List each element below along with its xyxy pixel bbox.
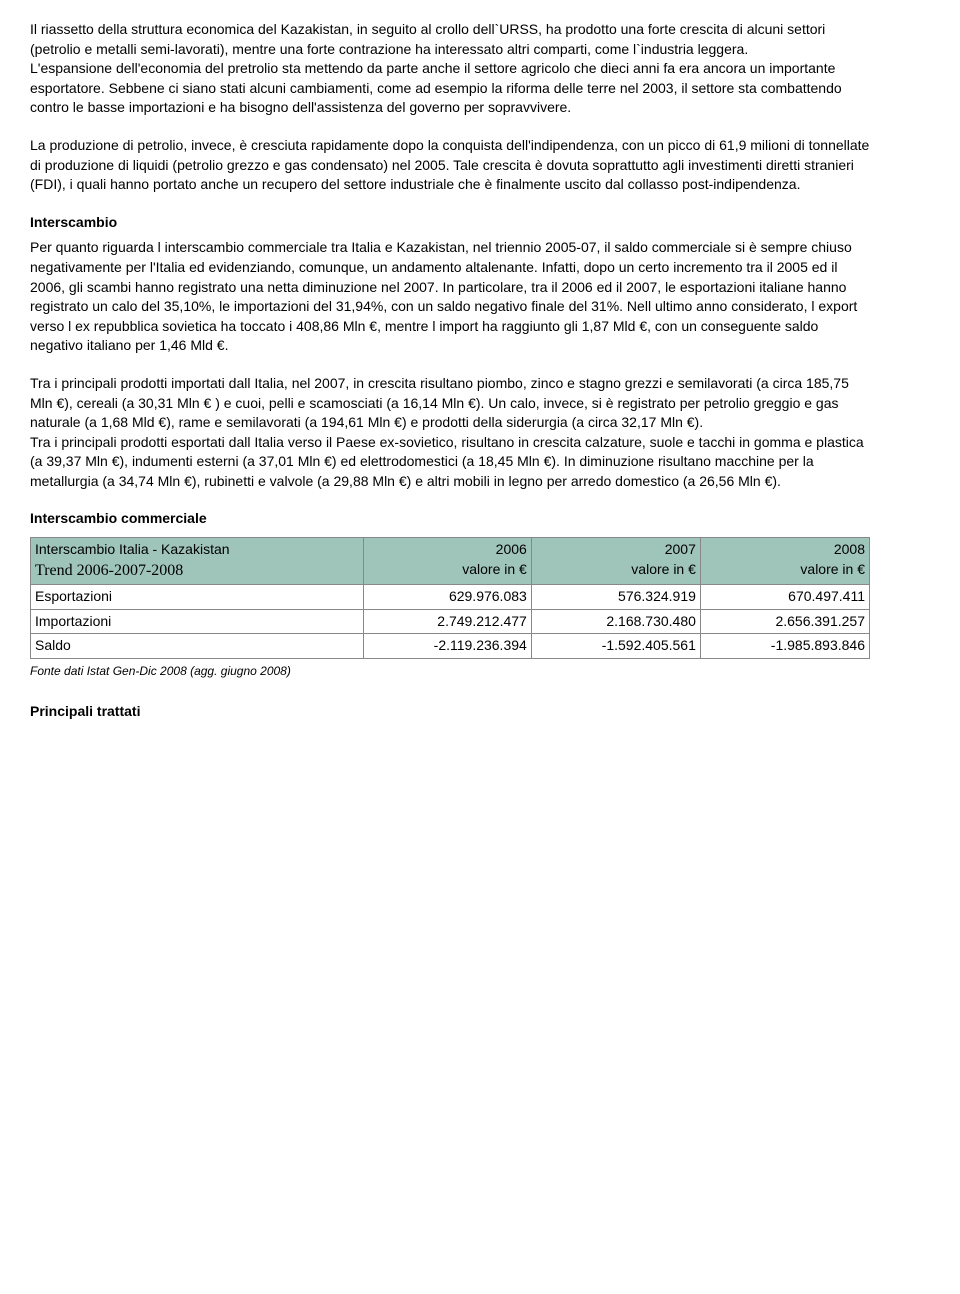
interscambio-table: Interscambio Italia - Kazakistan Trend 2… bbox=[30, 537, 870, 659]
hdr-col2-line2: valore in € bbox=[536, 560, 696, 580]
intro-paragraph-1: Il riassetto della struttura economica d… bbox=[30, 20, 870, 118]
row2-2006: -2.119.236.394 bbox=[364, 634, 531, 659]
table-header-col2: 2007 valore in € bbox=[531, 538, 700, 585]
row0-2007: 576.324.919 bbox=[531, 585, 700, 610]
row1-label: Importazioni bbox=[31, 609, 364, 634]
row2-2008: -1.985.893.846 bbox=[700, 634, 869, 659]
hdr-col1-line1: 2006 bbox=[368, 540, 526, 560]
hdr-col3-line1: 2008 bbox=[705, 540, 865, 560]
hdr-col0-line1: Interscambio Italia - Kazakistan bbox=[35, 540, 359, 560]
table-header-col1: 2006 valore in € bbox=[364, 538, 531, 585]
intro-paragraph-3: La produzione di petrolio, invece, è cre… bbox=[30, 136, 870, 195]
hdr-col2-line1: 2007 bbox=[536, 540, 696, 560]
trattati-title: Principali trattati bbox=[30, 702, 870, 722]
p2-text: L'espansione dell'economia del pretrolio… bbox=[30, 60, 842, 115]
table-row: Esportazioni 629.976.083 576.324.919 670… bbox=[31, 585, 870, 610]
table-header-col3: 2008 valore in € bbox=[700, 538, 869, 585]
row0-2006: 629.976.083 bbox=[364, 585, 531, 610]
table-row: Importazioni 2.749.212.477 2.168.730.480… bbox=[31, 609, 870, 634]
hdr-col0-line2: Trend 2006-2007-2008 bbox=[35, 560, 359, 582]
row2-label: Saldo bbox=[31, 634, 364, 659]
hdr-col3-line2: valore in € bbox=[705, 560, 865, 580]
interscambio-p1: Per quanto riguarda l interscambio comme… bbox=[30, 238, 870, 356]
interscambio-p2-p3: Tra i principali prodotti importati dall… bbox=[30, 374, 870, 492]
table-header-row: Interscambio Italia - Kazakistan Trend 2… bbox=[31, 538, 870, 585]
interscambio-p3: Tra i principali prodotti esportati dall… bbox=[30, 434, 864, 489]
interscambio-title: Interscambio bbox=[30, 213, 870, 233]
row1-2007: 2.168.730.480 bbox=[531, 609, 700, 634]
table-title: Interscambio commerciale bbox=[30, 509, 870, 529]
p1-text: Il riassetto della struttura economica d… bbox=[30, 21, 825, 57]
table-row: Saldo -2.119.236.394 -1.592.405.561 -1.9… bbox=[31, 634, 870, 659]
row1-2006: 2.749.212.477 bbox=[364, 609, 531, 634]
hdr-col1-line2: valore in € bbox=[368, 560, 526, 580]
row1-2008: 2.656.391.257 bbox=[700, 609, 869, 634]
row2-2007: -1.592.405.561 bbox=[531, 634, 700, 659]
row0-label: Esportazioni bbox=[31, 585, 364, 610]
table-header-col0: Interscambio Italia - Kazakistan Trend 2… bbox=[31, 538, 364, 585]
table-source: Fonte dati Istat Gen-Dic 2008 (agg. giug… bbox=[30, 663, 870, 680]
interscambio-p2: Tra i principali prodotti importati dall… bbox=[30, 375, 849, 430]
row0-2008: 670.497.411 bbox=[700, 585, 869, 610]
